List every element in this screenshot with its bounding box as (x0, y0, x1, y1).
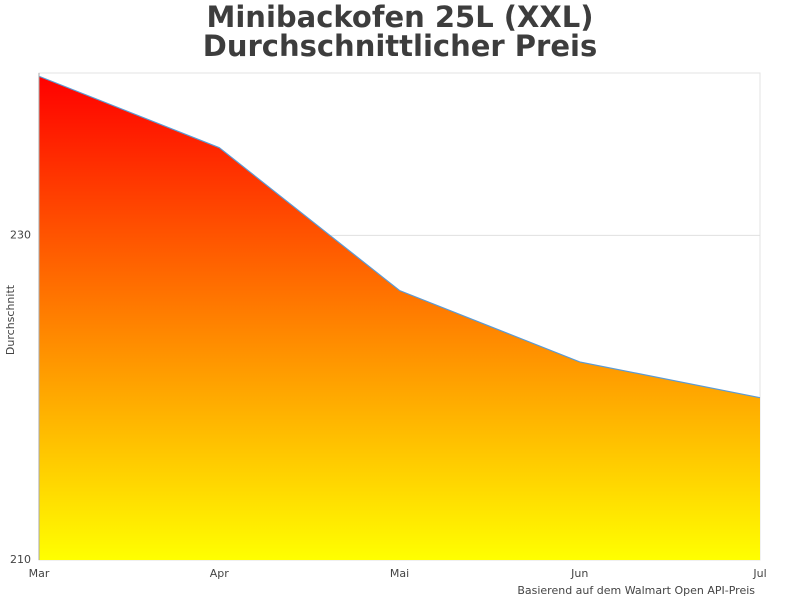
chart-title: Minibackofen 25L (XXL) (207, 0, 594, 34)
x-tick-label: Jun (570, 567, 588, 580)
note: Basierend auf dem Walmart Open API-Preis (517, 584, 755, 597)
x-tick-label: Jul (752, 567, 766, 580)
y-tick-label: 210 (10, 553, 31, 566)
y-tick-label: 230 (10, 228, 31, 241)
chart-subtitle: Durchschnittlicher Preis (203, 29, 597, 63)
x-tick-label: Mai (390, 567, 409, 580)
y-axis-label: Durchschnitt (4, 284, 17, 355)
line (38, 75, 761, 399)
x-tick-label: Mar (29, 567, 50, 580)
area (39, 76, 760, 560)
x-tick-label: Apr (210, 567, 230, 580)
